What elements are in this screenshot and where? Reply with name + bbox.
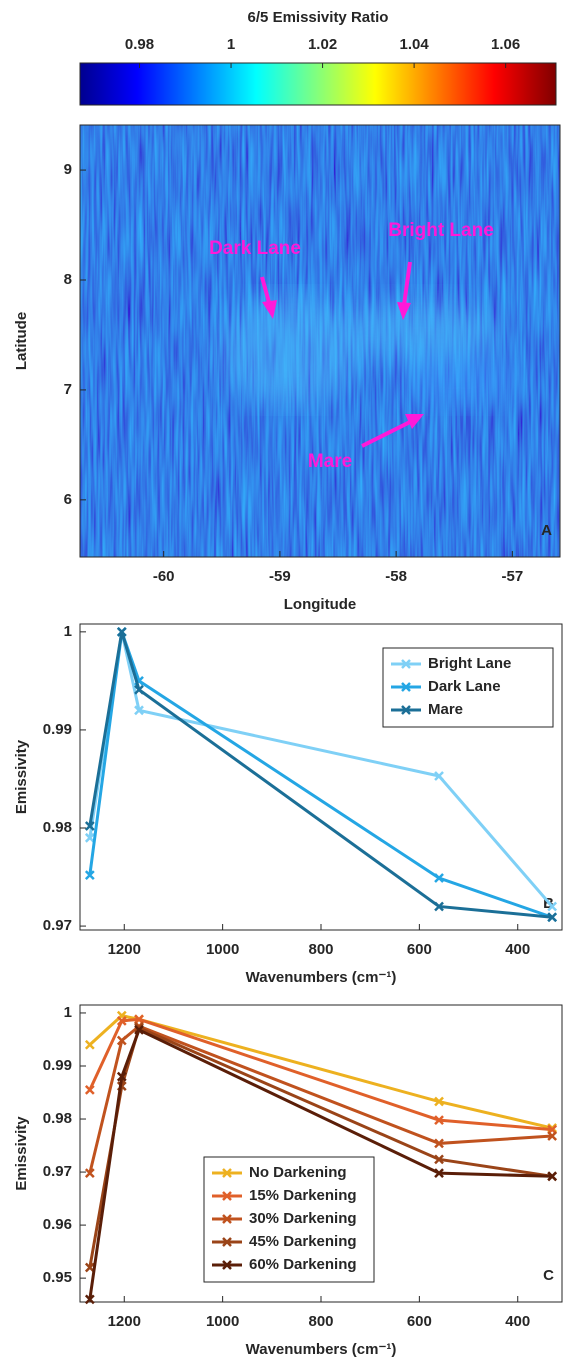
legend-marker: [401, 682, 411, 692]
colorbar-tick-label: 1.02: [308, 36, 337, 53]
marker: [434, 1154, 444, 1165]
legend-marker: [222, 1260, 232, 1270]
x-tick-label: -57: [502, 568, 524, 585]
y-tick-label: 0.98: [43, 1110, 72, 1127]
legend-marker: [222, 1168, 232, 1178]
x-tick-label: 600: [407, 1313, 432, 1330]
colorbar: [79, 62, 557, 106]
axes-box: [79, 124, 561, 558]
colorbar-tick-label: 1: [227, 36, 235, 53]
y-tick-label: 0.99: [43, 721, 72, 738]
annotation: Dark Lane: [209, 238, 301, 259]
legend-marker: [222, 1214, 232, 1224]
legend-marker: [222, 1237, 232, 1247]
x-tick-label: 1000: [206, 1313, 239, 1330]
marker: [84, 1039, 95, 1050]
legend-marker: [222, 1191, 232, 1201]
colorbar-tick-label: 1.06: [491, 36, 520, 53]
y-tick-label: 1: [64, 623, 72, 640]
marker: [84, 1262, 95, 1273]
legend-label: Bright Lane: [428, 655, 511, 672]
y-tick-label: 1: [64, 1004, 72, 1021]
y-tick-label: 0.96: [43, 1216, 72, 1233]
marker: [434, 901, 444, 912]
x-axis-label: Wavenumbers (cm⁻¹): [246, 969, 397, 986]
marker: [134, 684, 144, 695]
series-line: [88, 1024, 553, 1174]
panel-label: C: [543, 1267, 554, 1284]
y-axis-label: Emissivity: [13, 739, 30, 814]
annotation: Mare: [308, 451, 352, 472]
marker: [434, 1168, 444, 1179]
x-axis-label: Longitude: [284, 596, 356, 613]
legend-label: 15% Darkening: [249, 1187, 357, 1204]
annotation-arrows: [260, 261, 424, 448]
colorbar-tick-label: 1.04: [400, 36, 430, 53]
x-tick-label: 400: [505, 941, 530, 958]
annotation: Bright Lane: [388, 220, 494, 241]
y-tick-label: 8: [64, 271, 72, 288]
panel-label: A: [541, 522, 552, 539]
marker: [84, 821, 95, 831]
marker: [134, 1025, 144, 1035]
y-tick-label: 0.97: [43, 917, 72, 934]
y-tick-label: 9: [64, 161, 72, 178]
y-tick-label: 7: [64, 381, 72, 398]
marker: [116, 1035, 127, 1046]
colorbar-label: 6/5 Emissivity Ratio: [248, 9, 389, 26]
axes-box: [79, 623, 563, 931]
y-tick-label: 0.95: [43, 1269, 72, 1286]
colorbar-tick-label: 0.98: [125, 36, 154, 53]
marker: [434, 771, 444, 781]
legend-marker: [401, 705, 411, 715]
y-tick-label: 0.97: [43, 1163, 72, 1180]
marker: [116, 1071, 127, 1082]
marker: [84, 1168, 95, 1179]
marker: [434, 873, 444, 883]
marker: [434, 1138, 444, 1149]
y-tick-label: 6: [64, 491, 72, 508]
heatmap-image: [80, 125, 560, 557]
marker: [547, 901, 558, 912]
x-tick-label: 1000: [206, 941, 239, 958]
marker: [116, 626, 127, 637]
marker: [84, 870, 95, 880]
x-tick-label: 1200: [108, 1313, 141, 1330]
marker: [434, 1115, 444, 1125]
legend-label: 30% Darkening: [249, 1210, 357, 1227]
axes-box: [79, 1004, 563, 1303]
x-tick-label: -58: [385, 568, 407, 585]
marker: [434, 1096, 444, 1107]
marker: [84, 832, 95, 843]
legend-label: Dark Lane: [428, 678, 501, 695]
legend-label: 60% Darkening: [249, 1256, 357, 1273]
y-axis-label: Latitude: [13, 312, 30, 370]
legend-label: Mare: [428, 701, 463, 718]
marker: [547, 1131, 558, 1141]
marker: [84, 1294, 95, 1305]
marker: [84, 1084, 95, 1095]
x-tick-label: -59: [269, 568, 291, 585]
x-tick-label: 800: [308, 1313, 333, 1330]
y-tick-label: 0.99: [43, 1057, 72, 1074]
marker: [116, 1016, 127, 1026]
marker: [547, 1171, 558, 1182]
legend-label: 45% Darkening: [249, 1233, 357, 1250]
y-tick-label: 0.98: [43, 819, 72, 836]
legend-marker: [401, 659, 411, 669]
x-tick-label: 800: [308, 941, 333, 958]
marker: [134, 705, 144, 716]
x-tick-label: -60: [153, 568, 175, 585]
marker: [547, 912, 558, 923]
series-line: [88, 1013, 553, 1130]
x-tick-label: 400: [505, 1313, 530, 1330]
legend-label: No Darkening: [249, 1164, 347, 1181]
x-tick-label: 1200: [108, 941, 141, 958]
x-axis-label: Wavenumbers (cm⁻¹): [246, 1341, 397, 1358]
y-axis-label: Emissivity: [13, 1116, 30, 1191]
x-tick-label: 600: [407, 941, 432, 958]
